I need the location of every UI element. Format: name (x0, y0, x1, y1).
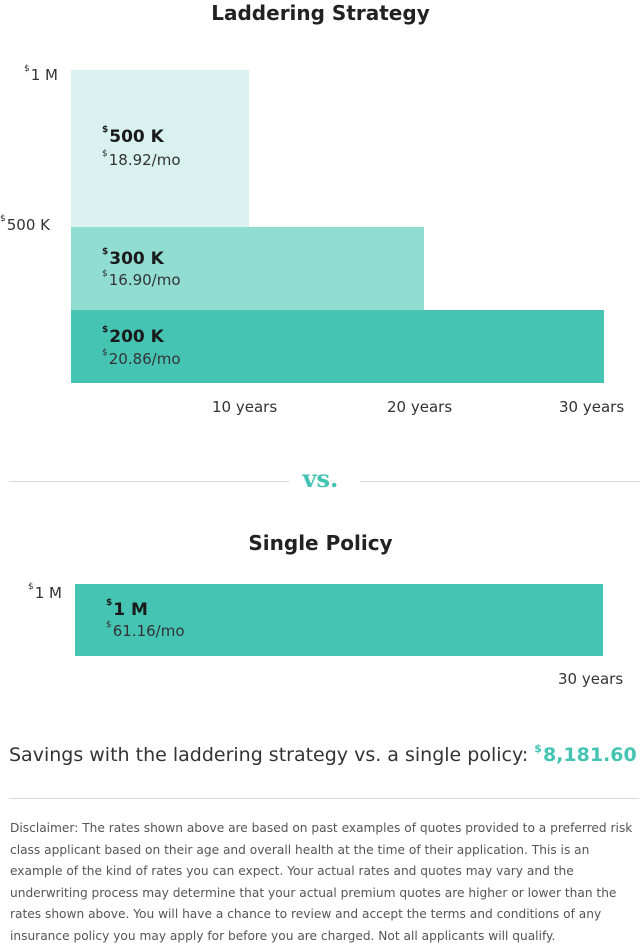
bar-500k-amount: $500 K (102, 125, 164, 147)
bar-300k-amount: $300 K (102, 247, 164, 269)
single-x-tick-30-years: 30 years (558, 670, 624, 688)
bar-single-1m-30yr (75, 584, 603, 656)
laddering-title: Laddering Strategy (211, 1, 430, 25)
x-tick-10-years: 10 years (212, 398, 278, 416)
single-y-tick-1m: $1 M (28, 582, 62, 602)
bar-200k-amount: $200 K (102, 325, 164, 347)
y-tick-500k: $500 K (0, 214, 50, 234)
bar-single-rate: $61.16/mo (106, 620, 185, 640)
single-title: Single Policy (248, 531, 393, 555)
disclaimer-divider (9, 798, 639, 799)
bar-300k-rate: $16.90/mo (102, 269, 181, 289)
vs-divider-right (360, 481, 640, 482)
bar-200k-rate: $20.86/mo (102, 348, 181, 368)
bar-300k-20yr (71, 227, 424, 310)
x-tick-30-years: 30 years (559, 398, 625, 416)
vs-divider-left (9, 481, 289, 482)
vs-label: vs. (302, 464, 339, 493)
bar-500k-10yr (71, 70, 249, 227)
bar-200k-30yr (71, 310, 604, 383)
savings-text: Savings with the laddering strategy vs. … (9, 744, 529, 766)
y-tick-1m: $1 M (24, 64, 58, 84)
savings-value: $8,181.60 (534, 742, 637, 766)
bar-500k-rate: $18.92/mo (102, 149, 181, 169)
bar-single-amount: $1 M (106, 598, 148, 620)
disclaimer-text: Disclaimer: The rates shown above are ba… (10, 821, 633, 943)
x-tick-20-years: 20 years (387, 398, 453, 416)
savings-line: Savings with the laddering strategy vs. … (9, 742, 637, 766)
